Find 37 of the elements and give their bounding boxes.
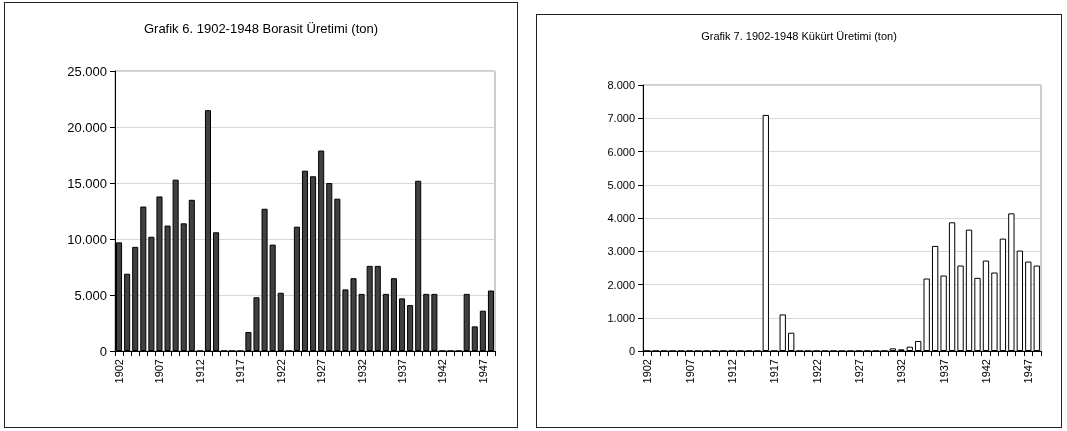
x-tick-label: 1932 [355, 359, 368, 384]
y-tick-label: 5.000 [607, 178, 635, 191]
x-tick-label: 1942 [436, 359, 449, 384]
x-tick-label: 1902 [641, 359, 654, 384]
x-tick-label: 1932 [895, 359, 908, 384]
x-tick-label: 1922 [810, 359, 823, 384]
x-tick-label: 1912 [193, 359, 206, 384]
y-tick-label: 2.000 [607, 278, 635, 291]
y-tick-label: 8.000 [607, 79, 635, 91]
x-tick-label: 1912 [725, 359, 738, 384]
x-tick-label: 1917 [234, 359, 247, 384]
x-tick-label: 1942 [979, 359, 992, 384]
x-tick-label: 1947 [476, 359, 489, 384]
y-tick-label: 6.000 [607, 145, 635, 158]
x-tick-label: 1917 [768, 359, 781, 384]
chart-title: Grafik 6. 1902-1948 Borasit Üretimi (ton) [143, 21, 379, 36]
x-tick-label: 1922 [274, 359, 287, 384]
y-tick-label: 1.000 [607, 311, 635, 324]
y-tick-label: 20.000 [67, 119, 107, 135]
y-tick-label: 15.000 [67, 175, 107, 191]
x-tick-label: 1947 [1022, 359, 1035, 384]
y-tick-label: 0 [628, 345, 635, 357]
y-tick-label: 10.000 [67, 231, 107, 247]
x-tick-label: 1902 [113, 359, 126, 384]
y-tick-label: 25.000 [67, 63, 107, 79]
x-tick-label: 1927 [315, 359, 328, 384]
x-tick-label: 1907 [683, 359, 696, 384]
y-tick-label: 5.000 [74, 287, 107, 303]
x-tick-label: 1927 [852, 359, 865, 384]
x-tick-label: 1907 [153, 359, 166, 384]
x-tick-label: 1937 [396, 359, 409, 384]
y-tick-label: 7.000 [607, 112, 635, 125]
x-tick-label: 1937 [937, 359, 950, 384]
y-tick-label: 0 [99, 343, 107, 359]
chart-title: Grafik 7. 1902-1948 Kükürt Üretimi (ton) [701, 29, 897, 42]
y-tick-label: 4.000 [607, 212, 635, 224]
y-tick-label: 3.000 [607, 245, 635, 258]
